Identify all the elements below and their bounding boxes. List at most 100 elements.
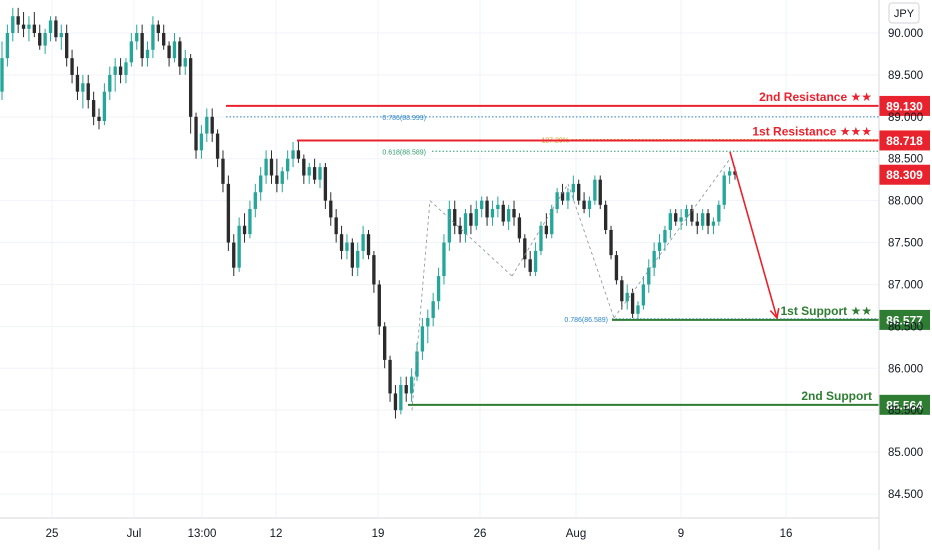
candle: [38, 24, 42, 50]
candle-body: [717, 204, 721, 222]
candle: [700, 209, 705, 230]
candle-body: [172, 41, 177, 59]
candle-body: [426, 317, 430, 327]
candle: [124, 58, 128, 84]
candle-body: [140, 33, 144, 59]
currency-badge[interactable]: JPY: [888, 2, 920, 24]
candle: [727, 167, 732, 184]
candle: [5, 24, 10, 67]
candle-body: [501, 204, 505, 222]
level-2: 1st Resistance ★★★ 88.718: [297, 124, 930, 151]
y-tick-label: 85.500: [888, 405, 923, 417]
candle: [614, 250, 619, 285]
candle: [232, 234, 236, 277]
time-axis[interactable]: 25 Jul 13:00 12 19 26 Aug 9 16: [46, 528, 793, 540]
candle-body: [582, 200, 586, 210]
candle-body: [167, 45, 171, 59]
candle: [566, 188, 570, 210]
candle-body: [544, 225, 549, 235]
candle-body: [706, 213, 710, 226]
candle: [329, 192, 333, 226]
candle-body: [442, 242, 446, 277]
candle: [404, 376, 408, 402]
candle: [506, 204, 511, 230]
candle: [469, 204, 473, 235]
candle-body: [528, 259, 532, 272]
candle: [501, 200, 505, 226]
candle: [620, 276, 624, 310]
candle-body: [248, 209, 252, 235]
candle-body: [571, 183, 575, 193]
candle: [259, 167, 263, 201]
candle: [323, 162, 328, 210]
candle-body: [690, 209, 694, 222]
candle-body: [453, 209, 457, 226]
candle: [172, 33, 177, 63]
candle-body: [151, 24, 155, 50]
candle-body: [496, 204, 500, 210]
candle: [145, 41, 150, 67]
candle-body: [210, 116, 214, 134]
candle: [593, 175, 597, 205]
candle-body: [603, 204, 608, 230]
candle-body: [32, 24, 37, 33]
candle: [118, 58, 123, 84]
current-price-badge: [879, 164, 930, 185]
x-tick-label: 9: [678, 528, 684, 540]
candle: [21, 12, 26, 38]
candle-body: [657, 242, 662, 251]
candle-body: [490, 209, 495, 218]
candle-body: [38, 33, 42, 46]
candle-body: [253, 192, 257, 210]
candle: [647, 259, 651, 293]
candle: [350, 238, 355, 277]
candle: [587, 196, 592, 218]
candle-body: [27, 24, 31, 29]
candle-body: [560, 192, 565, 201]
candle: [388, 355, 392, 402]
candle: [167, 41, 171, 67]
candle: [237, 217, 241, 272]
candle-body: [668, 213, 672, 230]
candle: [431, 292, 435, 327]
candle: [517, 213, 522, 243]
y-tick-label: 86.500: [888, 321, 923, 333]
candle-body: [436, 276, 441, 302]
candle-body: [393, 393, 398, 411]
candle: [178, 37, 182, 75]
candle-body: [377, 284, 381, 327]
candle-body: [345, 242, 349, 251]
candle-body: [700, 213, 705, 226]
candle: [253, 183, 257, 218]
candle-body: [523, 238, 527, 260]
candle-body: [11, 16, 15, 33]
candle-body: [372, 255, 376, 285]
candle: [690, 204, 694, 226]
candle: [684, 204, 689, 226]
price-axis[interactable]: 90.000 89.500 89.000 88.500 88.000 87.500 87.0…: [888, 28, 923, 501]
candle-body: [81, 83, 85, 92]
candle-body: [199, 133, 204, 151]
candle: [135, 24, 139, 50]
candle-body: [70, 58, 74, 75]
candle-body: [415, 351, 419, 377]
candle: [102, 83, 107, 126]
candle-body: [684, 209, 689, 218]
candle-body: [469, 213, 473, 226]
candle-body: [43, 33, 47, 46]
candle-body: [145, 49, 150, 59]
candle-body: [652, 250, 656, 268]
level-price-badge: [879, 309, 930, 330]
candles: [0, 7, 737, 419]
x-tick-label: Aug: [566, 528, 586, 540]
candle: [291, 141, 295, 168]
candle-body: [16, 16, 20, 25]
candle-body: [733, 171, 737, 175]
level-price-label: 86.577: [886, 313, 923, 327]
candle: [70, 49, 74, 84]
candle-body: [388, 359, 392, 394]
candle-body: [21, 24, 26, 29]
candle: [377, 280, 381, 335]
candle: [717, 200, 721, 226]
